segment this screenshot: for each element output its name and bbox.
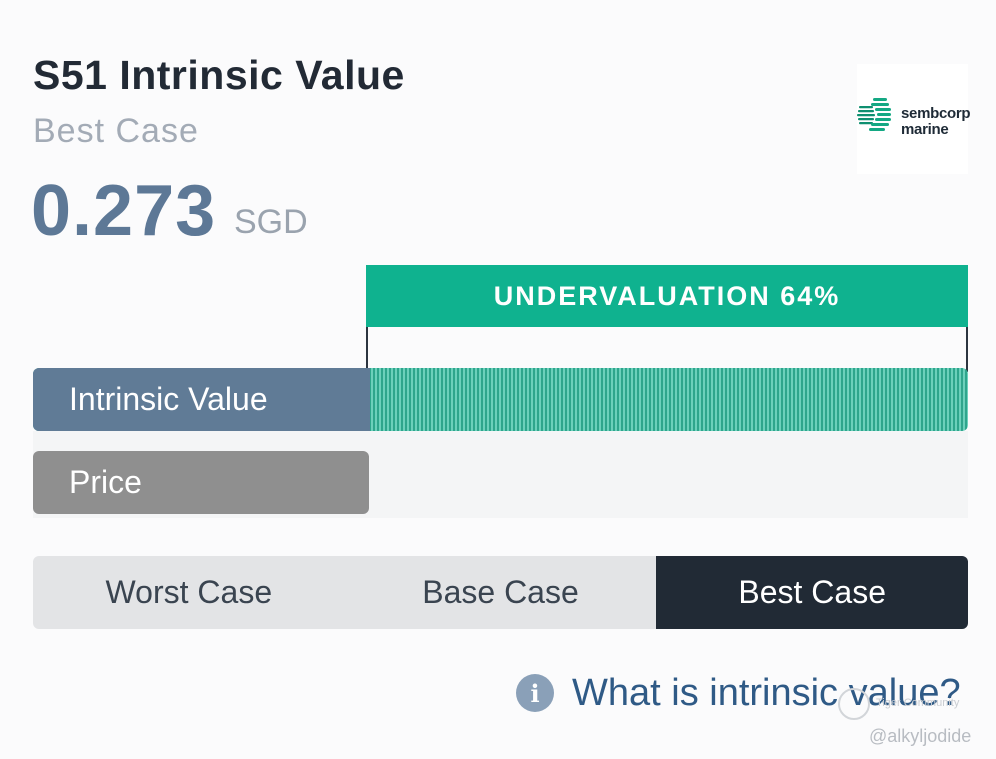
logo-text-line2: marine [901,121,949,138]
company-logo: sembcorp marine [857,64,971,174]
watermark-handle: @alkyljodide [869,726,972,746]
scenario-base-case-button[interactable]: Base Case [422,574,579,610]
logo-text-line1: sembcorp [901,105,971,122]
info-icon: i [516,674,554,712]
currency-label: SGD [234,203,308,241]
logo-text: sembcorp marine [901,105,971,138]
intrinsic-value-bar: Intrinsic Value [33,368,370,431]
watermark-community: Tiger Community [876,697,960,709]
what-is-intrinsic-value-link[interactable]: i What is intrinsic value? [516,670,961,716]
scenario-subtitle: Best Case [33,112,199,150]
help-link-text: What is intrinsic value? [572,671,961,714]
price-bar: Price [33,451,369,514]
undervaluation-bracket [366,327,968,372]
scenario-best-case-button[interactable]: Best Case [656,556,968,629]
page-title: S51 Intrinsic Value [33,52,405,98]
intrinsic-value-bar-label: Intrinsic Value [69,381,268,417]
scenario-worst-case-button[interactable]: Worst Case [105,574,273,610]
scenario-selector: Worst Case Base Case Best Case [33,556,968,629]
price-bar-label: Price [69,464,142,500]
intrinsic-value-amount: 0.273 [31,171,217,251]
watermark-logo-icon [838,688,870,720]
sembcorp-logo-icon [857,98,891,131]
undervaluation-banner: UNDERVALUATION 64% [366,265,968,327]
